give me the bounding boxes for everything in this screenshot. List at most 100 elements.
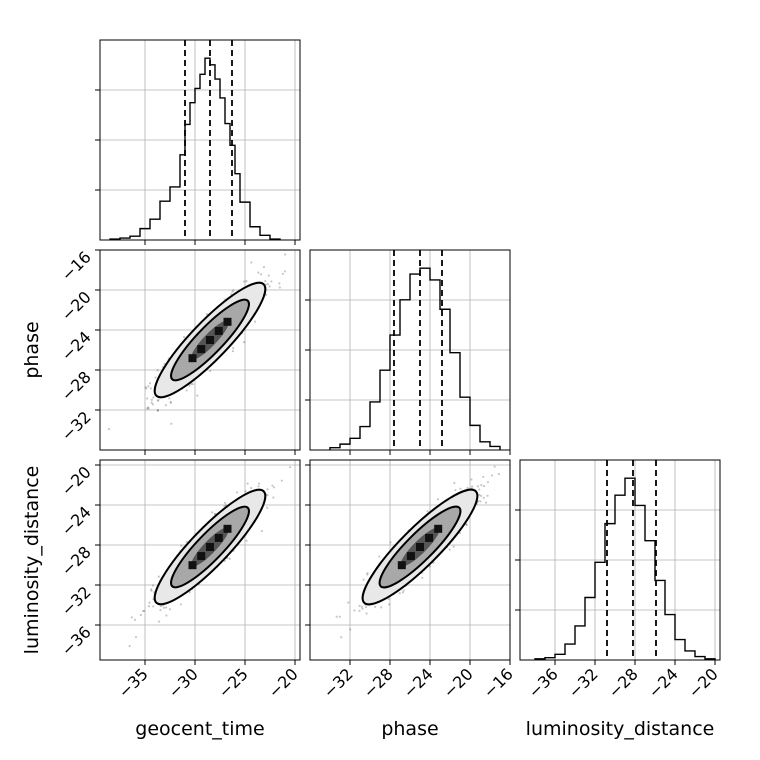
sample-point: [347, 601, 350, 604]
sample-point: [271, 484, 274, 487]
sample-point: [272, 496, 275, 499]
sample-point: [257, 485, 260, 488]
sample-point: [165, 614, 168, 617]
sample-point: [147, 385, 150, 388]
sample-point: [476, 485, 480, 488]
sample-point: [272, 486, 276, 489]
sample-point: [145, 397, 149, 400]
sample-point: [142, 609, 145, 613]
sample-point: [128, 645, 131, 648]
sample-point: [162, 606, 166, 609]
sample-point: [278, 286, 281, 289]
y-tick-label-luminosity_distance: −36: [58, 622, 95, 659]
sample-point: [151, 403, 155, 406]
sample-point: [288, 466, 292, 469]
panel-frame: [309, 249, 511, 451]
sample-point: [454, 489, 457, 492]
sample-point: [257, 482, 261, 485]
density-core-cell: [397, 561, 406, 570]
sample-point: [266, 283, 269, 286]
sample-point: [196, 394, 199, 397]
sample-point: [149, 387, 152, 390]
hist-panel-phase: [305, 249, 511, 451]
sample-point: [231, 350, 235, 353]
sample-point: [465, 523, 468, 526]
contour-line: [153, 281, 267, 399]
sample-point: [482, 496, 485, 499]
sample-point: [466, 486, 469, 489]
sample-point: [401, 591, 404, 594]
density-core-cell: [197, 552, 206, 561]
sample-point: [144, 386, 147, 389]
x-tick-label-geocent_time: −25: [215, 664, 252, 701]
sample-point: [156, 408, 160, 412]
sample-point: [490, 474, 494, 477]
sample-point: [388, 603, 391, 606]
sample-point: [231, 290, 234, 293]
sample-point: [244, 490, 247, 493]
sample-point: [448, 548, 451, 551]
panel-content: [310, 460, 510, 660]
sample-point: [209, 369, 212, 373]
panel-content: [100, 460, 300, 660]
histogram-luminosity_distance: [534, 477, 716, 660]
x-tick-label-luminosity_distance: −32: [565, 664, 602, 701]
sample-point: [281, 272, 284, 276]
density-core-cell: [206, 336, 214, 344]
sample-point: [482, 475, 485, 479]
y-tick-label-phase: −28: [58, 367, 95, 404]
sample-point: [213, 512, 216, 516]
density-core-cell: [223, 317, 232, 326]
y-tick-label-phase: −16: [58, 247, 95, 284]
sample-point: [366, 573, 369, 576]
sample-point: [366, 572, 369, 575]
sample-point: [398, 592, 401, 595]
sample-point: [188, 384, 191, 387]
sample-point: [402, 589, 405, 592]
sample-point: [479, 500, 482, 503]
sample-point: [156, 409, 159, 412]
x-tick-label-phase: −32: [320, 664, 357, 701]
y-tick-label-luminosity_distance: −24: [58, 502, 95, 539]
sample-point: [278, 282, 281, 285]
sample-point: [191, 382, 194, 386]
sample-point: [250, 261, 253, 264]
sample-point: [149, 588, 153, 591]
sample-point: [179, 603, 182, 606]
sample-point: [157, 398, 160, 401]
scatter-panel-luminosity_distance_vs_phase: [309, 459, 511, 661]
sample-point: [228, 557, 231, 560]
sample-point: [453, 481, 456, 485]
y-tick-label-phase: −24: [58, 327, 95, 364]
density-core-cell: [425, 533, 434, 542]
panel-frame: [99, 459, 301, 661]
density-core-cell: [188, 354, 197, 363]
sample-point: [182, 335, 186, 339]
sample-point: [471, 485, 474, 488]
density-core-cell: [434, 524, 443, 533]
sample-point: [107, 428, 111, 431]
sample-point: [482, 484, 486, 488]
x-tick-label-luminosity_distance: −28: [605, 664, 642, 701]
sample-point: [361, 607, 364, 610]
sample-point: [143, 609, 146, 613]
y-tick-label-luminosity_distance: −20: [58, 462, 95, 499]
y-tick-label-phase: −32: [58, 407, 95, 444]
x-tick-label-phase: −20: [440, 664, 477, 701]
sample-point: [360, 605, 363, 608]
sample-point: [249, 486, 253, 490]
contour-line: [361, 488, 479, 606]
sample-point: [246, 482, 249, 485]
sample-point: [152, 396, 155, 399]
y-tick-label-luminosity_distance: −32: [58, 582, 95, 619]
sample-point: [349, 628, 352, 631]
sample-point: [168, 397, 171, 400]
density-core-cell: [214, 326, 223, 335]
xlabel-phase: phase: [381, 718, 438, 740]
sample-point: [280, 479, 283, 482]
sample-point: [169, 401, 172, 405]
sample-point: [159, 608, 162, 612]
sample-point: [262, 265, 266, 269]
sample-point: [223, 501, 227, 504]
sample-point: [243, 280, 246, 283]
